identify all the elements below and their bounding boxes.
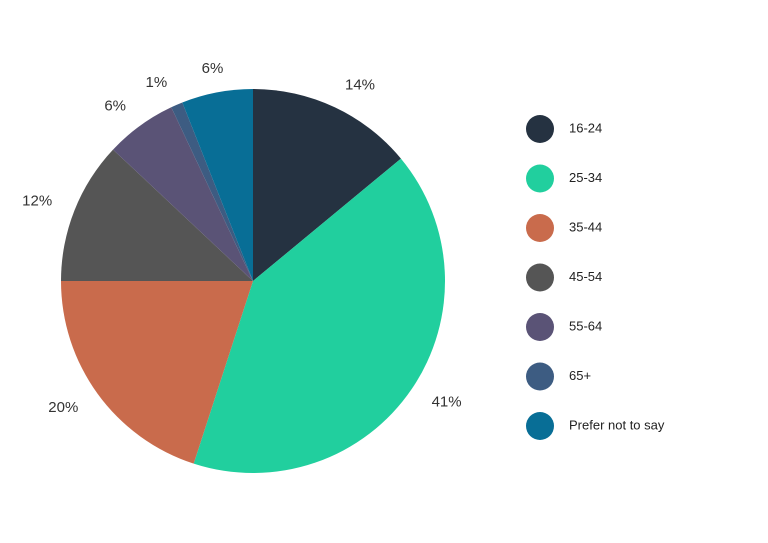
slice-percent-label: 6% xyxy=(202,60,224,77)
pie-slice-45-54 xyxy=(61,149,253,281)
legend-label: 16-24 xyxy=(569,120,602,135)
legend-label: 45-54 xyxy=(569,269,602,284)
pie-slice-25-34 xyxy=(193,158,446,473)
pie-slice-65- xyxy=(171,102,253,281)
legend-item: 55-64 xyxy=(526,313,602,341)
legend-item: 16-24 xyxy=(526,115,602,143)
legend-item: 25-34 xyxy=(526,164,602,193)
slice-percent-label: 14% xyxy=(345,77,375,94)
legend-item: Prefer not to say xyxy=(526,412,665,440)
legend-label: 25-34 xyxy=(569,170,602,185)
legend-label: Prefer not to say xyxy=(569,417,665,432)
pie-slices xyxy=(61,89,446,473)
legend-swatch xyxy=(526,164,554,193)
slice-percent-label: 20% xyxy=(48,399,78,416)
legend: 16-24 25-34 35-44 45-54 55-64 65+ Prefer not t… xyxy=(526,115,665,440)
legend-label: 65+ xyxy=(569,368,591,383)
legend-swatch xyxy=(526,313,554,341)
pie-slice-labels: 14% 41% 20% 12% 6% 1% 6% xyxy=(22,60,461,416)
pie-slice-55-64 xyxy=(113,107,253,282)
legend-label: 35-44 xyxy=(569,219,602,234)
legend-swatch xyxy=(526,362,554,391)
legend-swatch xyxy=(526,115,554,143)
legend-item: 65+ xyxy=(526,362,591,391)
legend-swatch xyxy=(526,412,554,440)
slice-percent-label: 6% xyxy=(104,97,126,114)
pie-slice-16-24 xyxy=(253,89,401,281)
pie-slice-prefer-not-to-say xyxy=(182,89,253,281)
legend-swatch xyxy=(526,263,554,292)
legend-item: 35-44 xyxy=(526,214,602,242)
slice-percent-label: 41% xyxy=(432,393,462,410)
pie-slice-35-44 xyxy=(61,281,253,464)
slice-percent-label: 12% xyxy=(22,192,52,209)
legend-label: 55-64 xyxy=(569,318,602,333)
slice-percent-label: 1% xyxy=(146,74,168,91)
legend-swatch xyxy=(526,214,554,242)
legend-item: 45-54 xyxy=(526,263,602,292)
